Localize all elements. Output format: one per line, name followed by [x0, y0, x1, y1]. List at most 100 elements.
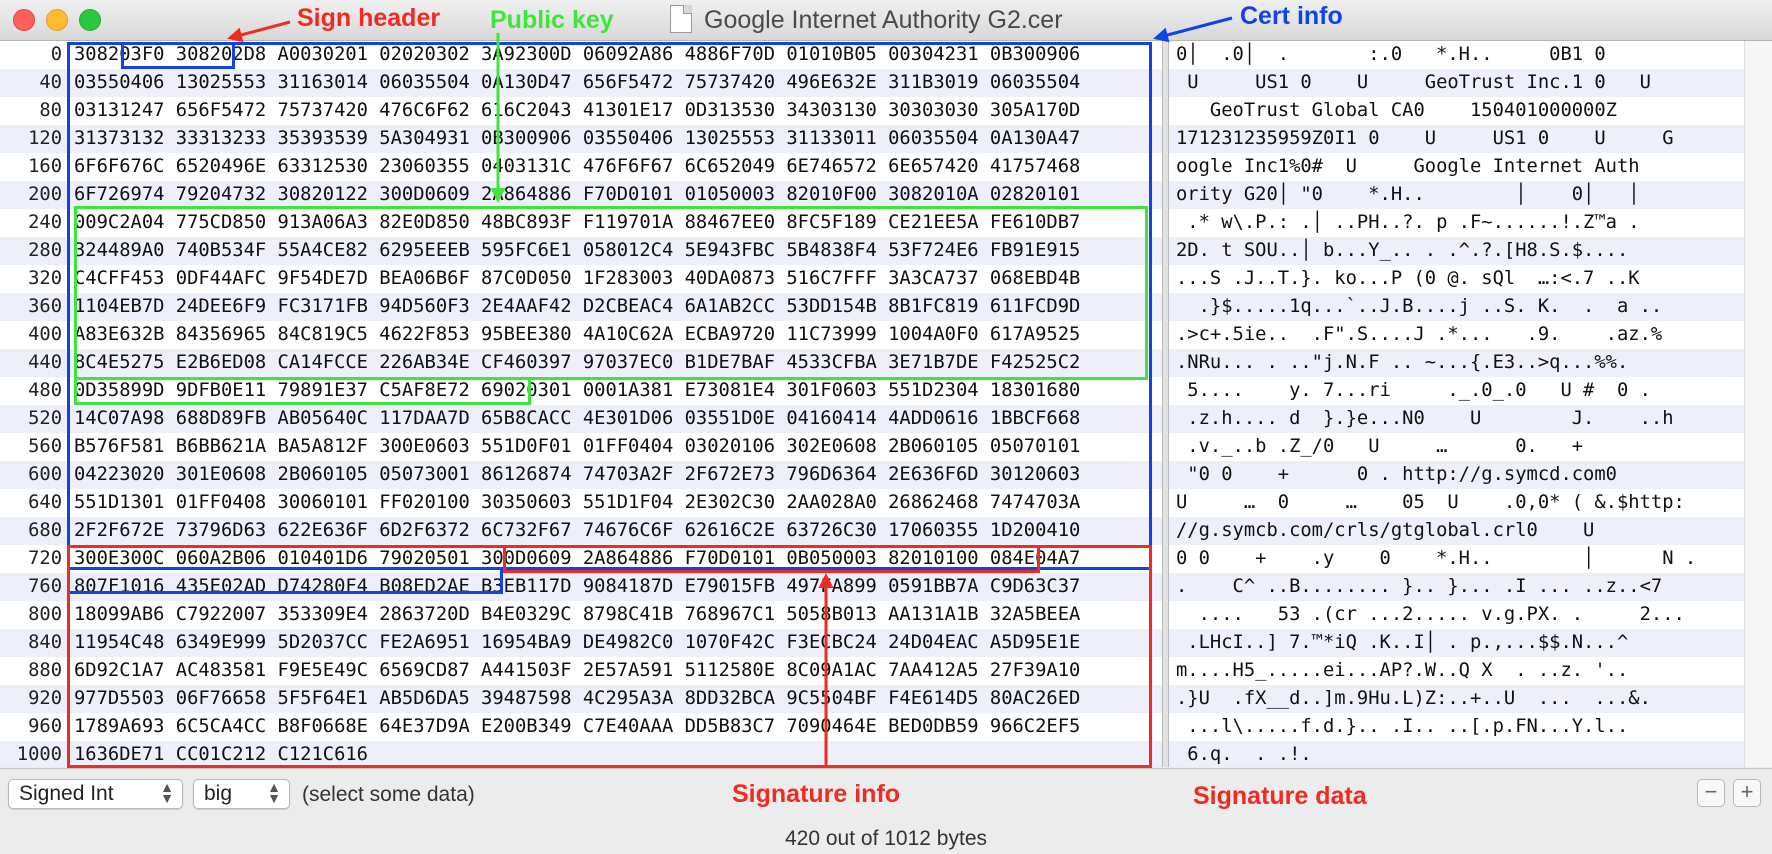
hex-bytes[interactable]: 324489A0 740B534F 55A4CE82 6295EEEB 595F…	[74, 240, 1081, 261]
hex-bytes[interactable]: 6F726974 79204732 30820122 300D0609 2A86…	[74, 184, 1081, 205]
hex-bytes[interactable]: 551D1301 01FF0408 30060101 FF020100 3035…	[74, 492, 1081, 513]
offset-label: 680	[28, 520, 62, 541]
hex-row[interactable]: 0 308203F0 308202D8 A0030201 02020302 3A9…	[0, 41, 1772, 69]
hex-bytes[interactable]: C4CFF453 0DF44AFC 9F54DE7D BEA06B6F 87C0…	[74, 268, 1081, 289]
hex-row[interactable]: 1000 1636DE71 CC01C212 C121C616 6.q. . .!…	[0, 741, 1772, 767]
remove-button[interactable]: −	[1697, 779, 1725, 807]
hex-row[interactable]: 120 31373132 33313233 35393539 5A304931 0…	[0, 125, 1772, 153]
hex-row[interactable]: 40 03550406 13025553 31163014 06035504 0A…	[0, 69, 1772, 97]
hex-bytes[interactable]: 1104EB7D 24DEE6F9 FC3171FB 94D560F3 2E4A…	[74, 296, 1081, 317]
ascii-text[interactable]: ...l\.....f.d.}.. .I.. ..[.p.FN...Y.l..	[1176, 716, 1629, 737]
ascii-text[interactable]: m....H5_.....ei...AP?.W..Q X . ..z. '..	[1176, 660, 1629, 681]
ascii-text[interactable]: .* w\.P.: .│ ..PH..?. p .F~......!.Z™a .	[1176, 212, 1640, 233]
ascii-text[interactable]: oogle Inc1%0# U Google Internet Auth	[1176, 156, 1640, 177]
ascii-text[interactable]: .z.h.... d }.}e...N0 U J. ..h	[1176, 408, 1674, 429]
hex-bytes[interactable]: 6D92C1A7 AC483581 F9E5E49C 6569CD87 A441…	[74, 660, 1081, 681]
hex-row[interactable]: 320 C4CFF453 0DF44AFC 9F54DE7D BEA06B6F 8…	[0, 265, 1772, 293]
hex-bytes[interactable]: 300E300C 060A2B06 010401D6 79020501 300D…	[74, 548, 1081, 569]
hex-bytes[interactable]: 04223020 301E0608 2B060105 05073001 8612…	[74, 464, 1081, 485]
endianness-select[interactable]: big ▲ ▼	[193, 779, 290, 809]
hex-bytes[interactable]: B576F581 B6BB621A BA5A812F 300E0603 551D…	[74, 436, 1081, 457]
hex-bytes[interactable]: 2F2F672E 73796D63 622E636F 6D2F6372 6C73…	[74, 520, 1081, 541]
ascii-text[interactable]: .... 53 .(cr ...2..... v.g.PX. . 2...	[1176, 604, 1685, 625]
ascii-text[interactable]: ...S .J..T.}. ko...P (0 @. sQl …:<.7 ..K	[1176, 268, 1640, 289]
ascii-text[interactable]: 5.... y. 7...ri ._.0_.0 U # 0 .	[1176, 380, 1651, 401]
hex-row[interactable]: 360 1104EB7D 24DEE6F9 FC3171FB 94D560F3 2…	[0, 293, 1772, 321]
hex-row[interactable]: 400 A83E632B 84356965 84C819C5 4622F853 9…	[0, 321, 1772, 349]
ascii-text[interactable]: .v._..b .Z_/0 U … 0. +	[1176, 436, 1584, 457]
hex-row[interactable]: 440 8C4E5275 E2B6ED08 CA14FCCE 226AB34E C…	[0, 349, 1772, 377]
hex-bytes[interactable]: 807F1016 435E02AD D74280F4 B08ED2AE B3EB…	[74, 576, 1081, 597]
offset-label: 80	[39, 100, 62, 121]
pane-divider[interactable]	[1162, 41, 1169, 767]
hex-row[interactable]: 80 03131247 656F5472 75737420 476C6F62 61…	[0, 97, 1772, 125]
hex-bytes[interactable]: 03550406 13025553 31163014 06035504 0A13…	[74, 72, 1081, 93]
hex-row[interactable]: 160 6F6F676C 6520496E 63312530 23060355 0…	[0, 153, 1772, 181]
hex-row[interactable]: 800 18099AB6 C7922007 353309E4 2863720D B…	[0, 601, 1772, 629]
data-type-select[interactable]: Signed Int ▲ ▼	[8, 779, 183, 809]
hex-bytes[interactable]: A83E632B 84356965 84C819C5 4622F853 95BE…	[74, 324, 1081, 345]
hex-bytes[interactable]: 11954C48 6349E999 5D2037CC FE2A6951 1695…	[74, 632, 1081, 653]
offset-label: 200	[28, 184, 62, 205]
hex-bytes[interactable]: 009C2A04 775CD850 913A06A3 82E0D850 48BC…	[74, 212, 1081, 233]
ascii-text[interactable]: .NRu... . .."j.N.F .. ~...{.E3..>q...%%.	[1176, 352, 1629, 373]
ascii-text[interactable]: 6.q. . .!.	[1176, 744, 1312, 765]
hex-bytes[interactable]: 0D35899D 9DFB0E11 79891E37 C5AF8E72 6902…	[74, 380, 1081, 401]
zoom-window-button[interactable]	[79, 9, 101, 31]
vertical-scrollbar[interactable]	[1744, 41, 1772, 767]
ascii-text[interactable]: GeoTrust Global CA0 150401000000Z	[1176, 100, 1617, 121]
ascii-text[interactable]: U … 0 … 05 U .0,0* ( &.$http:	[1176, 492, 1685, 513]
hex-row[interactable]: 480 0D35899D 9DFB0E11 79891E37 C5AF8E72 6…	[0, 377, 1772, 405]
document-icon	[670, 5, 692, 33]
hex-row[interactable]: 720 300E300C 060A2B06 010401D6 79020501 3…	[0, 545, 1772, 573]
ascii-text[interactable]: 171231235959Z0I1 0 U US1 0 U G	[1176, 128, 1674, 149]
hex-row[interactable]: 760 807F1016 435E02AD D74280F4 B08ED2AE B…	[0, 573, 1772, 601]
ascii-text[interactable]: U US1 0 U GeoTrust Inc.1 0 U	[1176, 72, 1651, 93]
hex-bytes[interactable]: 8C4E5275 E2B6ED08 CA14FCCE 226AB34E CF46…	[74, 352, 1081, 373]
ascii-text[interactable]: .>c+.5ie.. .F".S....J .*... .9. .az.%	[1176, 324, 1663, 345]
signature-info-annotation: Signature info	[732, 780, 901, 808]
ascii-text[interactable]: .}U .fX__d..]m.9Hu.L)Z:..+..U ... ...&.	[1176, 688, 1651, 709]
close-window-button[interactable]	[13, 9, 35, 31]
hex-row[interactable]: 960 1789A693 6C5CA4CC B8F0668E 64E37D9A E…	[0, 713, 1772, 741]
hex-bytes[interactable]: 977D5503 06F76658 5F5F64E1 AB5D6DA5 3948…	[74, 688, 1081, 709]
sign-header-annotation: Sign header	[297, 4, 441, 32]
hex-row[interactable]: 920 977D5503 06F76658 5F5F64E1 AB5D6DA5 3…	[0, 685, 1772, 713]
offset-label: 800	[28, 604, 62, 625]
ascii-text[interactable]: //g.symcb.com/crls/gtglobal.crl0 U	[1176, 520, 1595, 541]
hex-row[interactable]: 240 009C2A04 775CD850 913A06A3 82E0D850 4…	[0, 209, 1772, 237]
hex-row[interactable]: 840 11954C48 6349E999 5D2037CC FE2A6951 1…	[0, 629, 1772, 657]
ascii-text[interactable]: ority G20│ "0 *.H.. │ 0│ │	[1176, 184, 1640, 205]
hex-bytes[interactable]: 1789A693 6C5CA4CC B8F0668E 64E37D9A E200…	[74, 716, 1081, 737]
hex-row[interactable]: 640 551D1301 01FF0408 30060101 FF020100 3…	[0, 489, 1772, 517]
hex-row[interactable]: 280 324489A0 740B534F 55A4CE82 6295EEEB 5…	[0, 237, 1772, 265]
hex-row[interactable]: 680 2F2F672E 73796D63 622E636F 6D2F6372 6…	[0, 517, 1772, 545]
hex-bytes[interactable]: 03131247 656F5472 75737420 476C6F62 616C…	[74, 100, 1081, 121]
hex-bytes[interactable]: 14C07A98 688D89FB AB05640C 117DAA7D 65B8…	[74, 408, 1081, 429]
status-text: 420 out of 1012 bytes	[785, 827, 987, 850]
add-button[interactable]: +	[1733, 779, 1761, 807]
minimize-window-button[interactable]	[46, 9, 68, 31]
ascii-text[interactable]: .LHcI..] 7.™*iQ .K..I│ . p.,...$$.N...^	[1176, 632, 1629, 653]
updown-chevron-icon: ▲ ▼	[267, 779, 281, 806]
offset-label: 160	[28, 156, 62, 177]
hex-bytes[interactable]: 31373132 33313233 35393539 5A304931 0B30…	[74, 128, 1081, 149]
hex-row[interactable]: 560 B576F581 B6BB621A BA5A812F 300E0603 5…	[0, 433, 1772, 461]
hex-bytes[interactable]: 308203F0 308202D8 A0030201 02020302 3A92…	[74, 44, 1081, 65]
hex-view[interactable]: 0 308203F0 308202D8 A0030201 02020302 3A9…	[0, 41, 1772, 767]
offset-label: 40	[39, 72, 62, 93]
ascii-text[interactable]: 0 0 + .y 0 *.H.. │ N .	[1176, 548, 1697, 569]
offset-label: 480	[28, 380, 62, 401]
ascii-text[interactable]: "0 0 + 0 . http://g.symcd.com0	[1176, 464, 1617, 485]
hex-row[interactable]: 520 14C07A98 688D89FB AB05640C 117DAA7D 6…	[0, 405, 1772, 433]
hex-row[interactable]: 600 04223020 301E0608 2B060105 05073001 8…	[0, 461, 1772, 489]
ascii-text[interactable]: . C^ ..B........ }.. }... .I ... ..z..<7	[1176, 576, 1663, 597]
hex-bytes[interactable]: 1636DE71 CC01C212 C121C616	[74, 744, 368, 765]
hex-bytes[interactable]: 18099AB6 C7922007 353309E4 2863720D B4E0…	[74, 604, 1081, 625]
hex-bytes[interactable]: 6F6F676C 6520496E 63312530 23060355 0403…	[74, 156, 1081, 177]
hex-row[interactable]: 880 6D92C1A7 AC483581 F9E5E49C 6569CD87 A…	[0, 657, 1772, 685]
ascii-text[interactable]: .}$.....1q...`..J.B....j ..S. K. . a ..	[1176, 296, 1663, 317]
hex-row[interactable]: 200 6F726974 79204732 30820122 300D0609 2…	[0, 181, 1772, 209]
ascii-text[interactable]: 2D. t SOU..│ b...Y_.. . .^.?.[H8.S.$....	[1176, 240, 1629, 261]
ascii-text[interactable]: 0│ .0│ . :.0 *.H.. 0B1 0	[1176, 44, 1606, 65]
